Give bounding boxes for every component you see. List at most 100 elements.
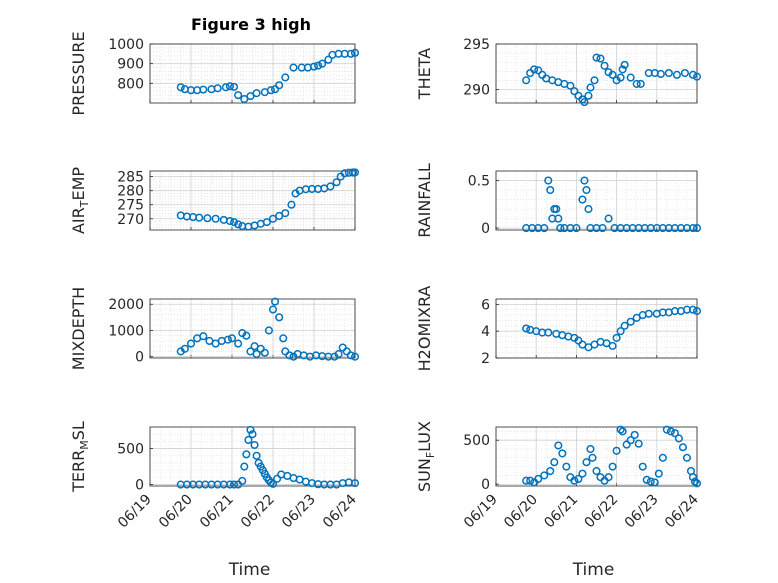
data-point bbox=[692, 72, 702, 81]
axes-box bbox=[495, 170, 698, 231]
figure-title: Figure 3 high bbox=[191, 15, 311, 34]
x-tick-label: 06/21 bbox=[541, 492, 581, 532]
data-point bbox=[620, 60, 629, 69]
data-point bbox=[582, 185, 591, 195]
data-point bbox=[574, 474, 583, 484]
y-tick-label: 500 bbox=[463, 433, 490, 449]
y-tick-label: 0.5 bbox=[468, 174, 490, 190]
data-point bbox=[618, 65, 627, 74]
axes-box bbox=[495, 426, 698, 487]
data-point bbox=[600, 61, 609, 70]
data-point bbox=[604, 473, 613, 482]
data-point bbox=[656, 69, 665, 79]
data-point bbox=[350, 352, 360, 361]
data-point bbox=[540, 471, 549, 480]
subplot-7: 06/19 06/20 06/21 06/22 06/23 06/24 0 500 TERRMS… bbox=[69, 421, 360, 580]
data-point bbox=[558, 449, 567, 458]
data-point bbox=[692, 479, 702, 488]
data-point bbox=[540, 224, 549, 233]
data-point bbox=[534, 474, 543, 484]
y-axis-label: PRESSURE bbox=[69, 31, 88, 115]
axes-background bbox=[150, 171, 355, 230]
data-point bbox=[227, 334, 237, 343]
data-point bbox=[588, 453, 597, 462]
data-point bbox=[688, 224, 698, 233]
data-point bbox=[584, 91, 593, 100]
y-axis-label: SUNFLUX bbox=[415, 421, 437, 492]
data-point bbox=[690, 477, 700, 486]
data-point bbox=[211, 214, 220, 223]
y-tick-label: 0 bbox=[481, 221, 490, 237]
data-point bbox=[250, 440, 259, 450]
data-point bbox=[346, 49, 355, 58]
subplot-6: 2 4 6 H2OMIXRA bbox=[415, 286, 702, 371]
data-point bbox=[612, 446, 621, 455]
data-point bbox=[230, 82, 239, 91]
data-point bbox=[556, 224, 565, 233]
data-point bbox=[340, 169, 349, 178]
data-point bbox=[554, 214, 563, 223]
data-point bbox=[562, 462, 571, 471]
data-point bbox=[634, 439, 643, 448]
data-point bbox=[608, 462, 617, 471]
data-point bbox=[678, 443, 687, 452]
y-tick-label: 0 bbox=[135, 478, 144, 494]
data-point bbox=[346, 351, 355, 360]
data-point bbox=[544, 176, 553, 185]
data-point bbox=[262, 218, 271, 227]
data-point bbox=[580, 98, 589, 107]
data-point bbox=[176, 83, 185, 92]
data-point bbox=[242, 450, 251, 459]
data-point bbox=[646, 477, 655, 486]
data-point bbox=[238, 476, 247, 486]
data-point bbox=[604, 214, 613, 223]
data-point bbox=[550, 458, 559, 467]
data-point bbox=[309, 62, 319, 71]
subplot-2: 290 295 THETA bbox=[415, 37, 702, 107]
x-tick-label: 06/19 bbox=[461, 492, 501, 532]
x-tick-label: 06/24 bbox=[320, 491, 360, 531]
data-point bbox=[618, 427, 627, 436]
data-point bbox=[642, 475, 651, 484]
data-point bbox=[230, 218, 239, 227]
data-point bbox=[252, 89, 261, 98]
axes-background bbox=[496, 299, 697, 358]
y-tick-label: 2000 bbox=[108, 297, 144, 313]
data-point bbox=[240, 462, 249, 471]
y-tick-label: 285 bbox=[117, 170, 144, 186]
data-point bbox=[586, 83, 595, 92]
data-point bbox=[554, 441, 563, 450]
data-point bbox=[234, 91, 243, 100]
data-point bbox=[230, 480, 239, 489]
data-point bbox=[186, 339, 196, 348]
data-point bbox=[608, 341, 617, 350]
data-point bbox=[213, 84, 222, 93]
data-point bbox=[630, 430, 639, 439]
data-point bbox=[289, 63, 298, 72]
axes-box bbox=[149, 43, 356, 104]
data-point bbox=[244, 435, 253, 445]
y-tick-label: 280 bbox=[117, 184, 144, 200]
axes-box bbox=[149, 170, 356, 231]
y-tick-label: 6 bbox=[481, 297, 490, 313]
data-point bbox=[264, 326, 273, 335]
data-point bbox=[271, 297, 280, 306]
data-point bbox=[608, 70, 617, 79]
data-point bbox=[590, 76, 599, 85]
data-point bbox=[598, 224, 607, 233]
x-tick-label: 06/23 bbox=[622, 492, 662, 532]
data-point bbox=[195, 213, 204, 222]
y-axis-label: TERRMSL bbox=[69, 421, 91, 493]
data-point bbox=[350, 479, 360, 488]
data-point bbox=[680, 68, 689, 78]
x-tick-label: 06/24 bbox=[662, 491, 702, 531]
data-point bbox=[268, 479, 278, 488]
data-point bbox=[616, 327, 625, 336]
data-point bbox=[644, 309, 653, 318]
data-point bbox=[318, 59, 327, 68]
data-point bbox=[612, 333, 621, 342]
data-point bbox=[664, 68, 673, 78]
data-point bbox=[584, 205, 593, 214]
